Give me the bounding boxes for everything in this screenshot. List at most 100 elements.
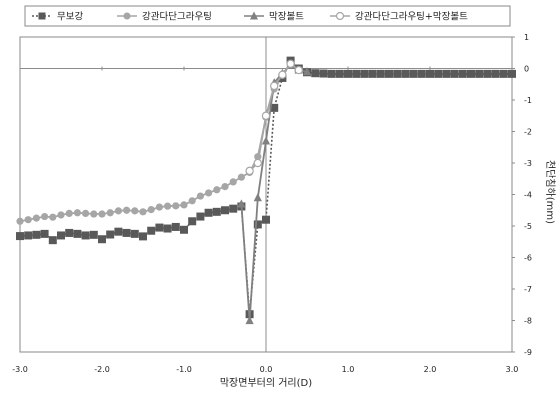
data-point xyxy=(352,69,361,78)
data-point xyxy=(508,69,516,78)
y-axis-title: 천단침하(mm) xyxy=(544,160,557,224)
series-3 xyxy=(245,59,303,176)
x-tick-label: 1.0 xyxy=(342,365,355,374)
y-tick-label: -4 xyxy=(524,191,532,200)
data-point xyxy=(196,192,204,200)
data-point xyxy=(229,178,237,186)
data-point xyxy=(57,211,65,219)
data-point xyxy=(245,315,254,325)
data-point xyxy=(270,81,279,91)
data-point xyxy=(40,229,49,238)
data-point xyxy=(278,70,287,80)
data-point xyxy=(401,69,410,78)
data-point xyxy=(65,228,74,237)
data-point xyxy=(237,173,245,181)
x-tick-label: -3.0 xyxy=(12,365,28,374)
legend-item: 무보강 xyxy=(32,12,83,23)
data-point xyxy=(41,212,49,221)
legend: 무보강 강관다단그라우팅 막장볼트 강관다단그라우팅+막장볼트 xyxy=(24,5,511,27)
data-point xyxy=(180,225,188,234)
data-point xyxy=(73,209,81,217)
data-point xyxy=(106,230,115,239)
data-point xyxy=(98,235,106,244)
data-point xyxy=(221,206,229,215)
data-point xyxy=(385,69,393,78)
x-tick-label: -1.0 xyxy=(176,365,192,374)
data-point xyxy=(221,183,229,191)
data-point xyxy=(32,230,41,239)
data-point xyxy=(368,69,377,78)
data-point xyxy=(171,222,180,231)
legend-swatch-marker xyxy=(38,12,46,20)
data-point xyxy=(131,207,139,215)
data-point xyxy=(450,69,459,78)
data-point xyxy=(98,210,106,218)
data-point xyxy=(344,69,352,78)
data-point xyxy=(409,69,418,78)
y-tick-label: -2 xyxy=(524,128,532,137)
data-point xyxy=(335,69,344,78)
data-point xyxy=(212,207,221,216)
data-point xyxy=(261,136,271,145)
data-point xyxy=(163,224,172,233)
data-point xyxy=(130,229,139,238)
data-point xyxy=(237,199,246,208)
data-point xyxy=(114,227,123,236)
data-point xyxy=(32,214,41,222)
data-point xyxy=(262,215,270,224)
data-point xyxy=(16,232,24,241)
y-tick-label: -5 xyxy=(524,222,532,231)
data-point xyxy=(360,69,369,78)
data-point xyxy=(82,209,90,217)
data-point xyxy=(376,69,385,78)
legend-swatch-marker xyxy=(335,11,345,21)
data-point xyxy=(180,201,188,209)
data-point xyxy=(327,69,336,78)
data-point xyxy=(73,229,82,238)
legend-box xyxy=(24,5,511,27)
data-point xyxy=(122,228,131,237)
legend-label: 막장볼트 xyxy=(269,12,304,23)
data-point xyxy=(57,231,65,240)
legend-swatch-marker xyxy=(250,11,258,20)
y-tick-label: -1 xyxy=(524,96,532,105)
y-tick-label: -6 xyxy=(524,254,532,263)
x-tick-label: 3.0 xyxy=(506,365,519,374)
data-point xyxy=(24,216,32,224)
data-point xyxy=(245,166,254,176)
data-point xyxy=(81,231,90,240)
data-point xyxy=(106,209,114,217)
data-point xyxy=(302,67,312,76)
data-point xyxy=(164,202,172,210)
data-point xyxy=(229,204,238,213)
data-point xyxy=(172,202,180,210)
y-tick-label: -3 xyxy=(524,159,532,168)
data-point xyxy=(48,236,57,245)
legend-item: 강관다단그라우팅 xyxy=(117,12,212,23)
data-point xyxy=(213,186,221,194)
data-point xyxy=(270,103,279,112)
data-point xyxy=(16,217,24,225)
data-point xyxy=(426,69,434,78)
data-point xyxy=(147,206,155,214)
data-point xyxy=(319,69,328,78)
data-point xyxy=(155,223,164,232)
data-point xyxy=(155,203,163,211)
data-point xyxy=(49,213,57,221)
y-tick-label: -8 xyxy=(524,317,532,326)
legend-label: 강관다단그라우팅+막장볼트 xyxy=(355,12,468,23)
data-point xyxy=(90,210,98,218)
data-point xyxy=(147,226,156,235)
data-point xyxy=(434,69,443,78)
data-point xyxy=(261,111,271,120)
data-point xyxy=(467,69,475,78)
data-point xyxy=(139,208,147,216)
legend-item: 강관다단그라우팅+막장볼트 xyxy=(330,12,468,23)
y-tick-label: 1 xyxy=(524,33,529,42)
data-point xyxy=(89,230,98,239)
data-point xyxy=(286,59,295,68)
data-point xyxy=(483,69,492,78)
data-point xyxy=(139,232,147,241)
